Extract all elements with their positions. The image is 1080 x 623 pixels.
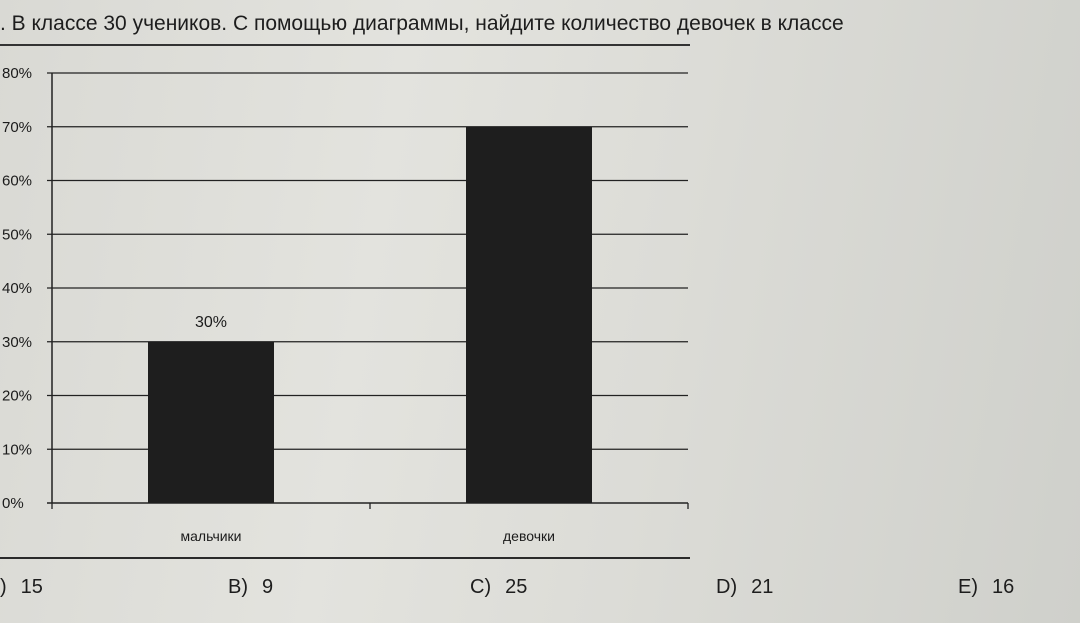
y-tick-label: 60%	[2, 173, 32, 190]
answer-c-value: 25	[505, 576, 528, 598]
answer-e-letter: E)	[958, 576, 978, 598]
answer-d[interactable]: D) 21	[716, 576, 773, 599]
answer-c-letter: C)	[470, 576, 492, 598]
chart-y-ticks: 0% 10% 20% 30% 40% 50% 60% 70% 80%	[2, 65, 32, 512]
answer-b-letter: B)	[228, 576, 248, 598]
bar-boys	[148, 341, 274, 503]
y-tick-label: 20%	[2, 388, 32, 405]
bar-girls	[466, 126, 592, 503]
y-tick-label: 80%	[2, 65, 32, 82]
category-label: девочки	[503, 528, 555, 544]
y-tick-label: 50%	[2, 226, 32, 243]
y-tick-label: 0%	[2, 495, 24, 512]
answer-a-value: 15	[20, 576, 43, 598]
answer-c[interactable]: C) 25	[470, 576, 527, 599]
y-tick-label: 30%	[2, 334, 32, 351]
answer-d-value: 21	[751, 576, 774, 598]
category-label: мальчики	[181, 528, 242, 544]
answer-a[interactable]: ) 15	[0, 576, 43, 599]
chart-bars	[148, 126, 592, 503]
answer-d-letter: D)	[716, 576, 738, 598]
top-rule	[0, 44, 690, 46]
y-tick-label: 70%	[2, 119, 32, 136]
answer-b-value: 9	[262, 576, 274, 598]
answer-a-letter: )	[0, 576, 7, 598]
y-tick-label: 40%	[2, 280, 32, 297]
answer-b[interactable]: B) 9	[228, 576, 273, 599]
answer-e[interactable]: E) 16	[958, 576, 1014, 599]
y-tick-label: 10%	[2, 441, 32, 458]
answer-e-value: 16	[992, 576, 1015, 598]
data-label: 30%	[195, 314, 227, 331]
chart-categories: мальчики девочки	[181, 528, 555, 544]
bottom-rule	[0, 557, 690, 559]
chart-data-labels: 30%	[195, 314, 227, 331]
question-text: . В классе 30 учеников. С помощью диагра…	[0, 12, 844, 35]
bar-chart: 0% 10% 20% 30% 40% 50% 60% 70% 80% мальчики девоч…	[2, 65, 689, 544]
